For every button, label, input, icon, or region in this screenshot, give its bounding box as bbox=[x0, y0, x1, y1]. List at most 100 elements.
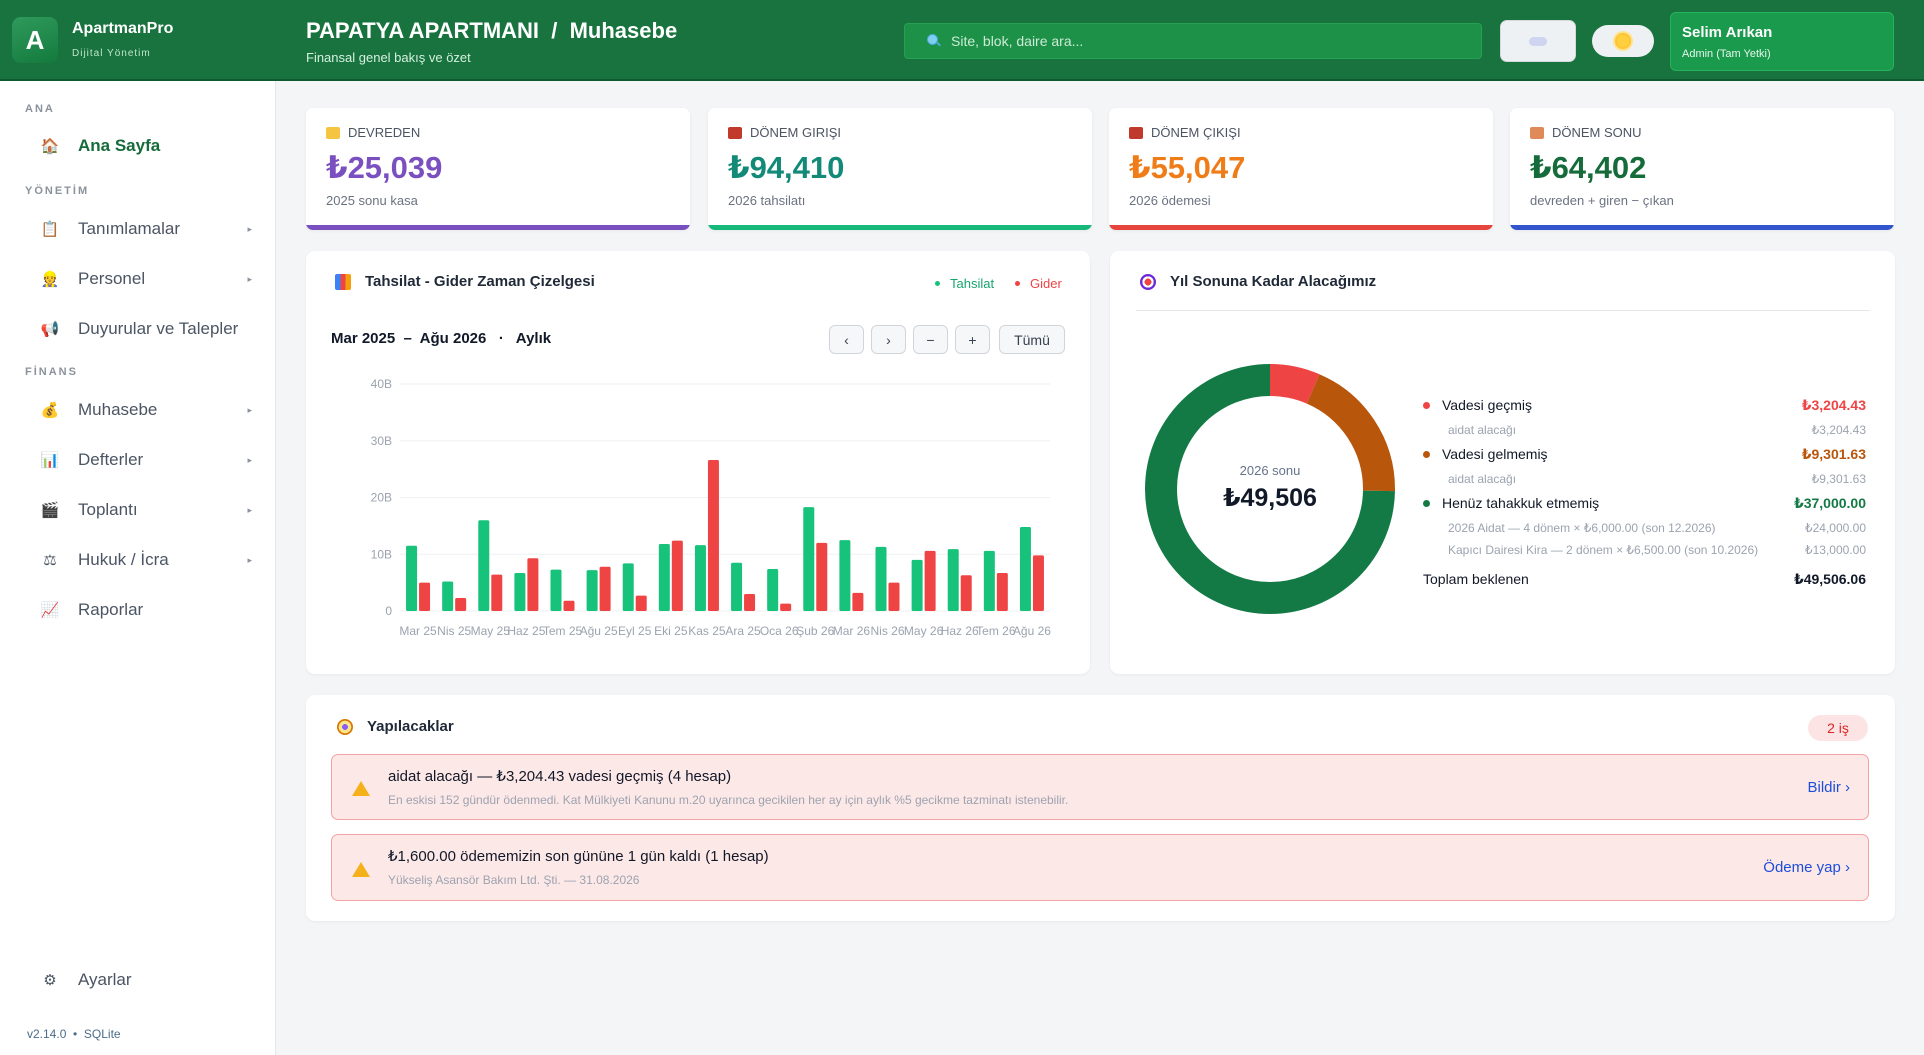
sidebar-item-label: Hukuk / İcra bbox=[78, 550, 169, 569]
bar-income bbox=[983, 550, 995, 611]
bar-expense bbox=[1032, 555, 1044, 611]
chevron-right-icon: ▸ bbox=[247, 504, 252, 515]
show-all-button[interactable]: Tümü bbox=[999, 325, 1065, 354]
x-tick-label: Tem 25 bbox=[543, 624, 583, 638]
zoom-out-button[interactable]: − bbox=[913, 325, 948, 354]
breakdown-amount: ₺13,000.00 bbox=[1804, 543, 1866, 557]
sidebar-item-muhasebe[interactable]: 💰 Muhasebe ▸ bbox=[40, 392, 260, 428]
status-dot bbox=[1423, 450, 1430, 458]
stat-label: DEVREDEN bbox=[348, 125, 421, 140]
bar-income bbox=[839, 540, 851, 611]
zoom-in-button[interactable]: + bbox=[955, 325, 990, 354]
breakdown-amount: ₺24,000.00 bbox=[1804, 521, 1866, 535]
bar-income bbox=[947, 549, 959, 611]
todo-item-title: ₺1,600.00 ödememizin son gününe 1 gün ka… bbox=[388, 848, 769, 865]
sidebar-item-label: Ayarlar bbox=[78, 970, 132, 989]
sidebar-section-title: ANA bbox=[25, 103, 55, 115]
sidebar-item-hukuk[interactable]: ⚖ Hukuk / İcra ▸ bbox=[40, 542, 260, 578]
receivables-title: Yıl Sonuna Kadar Alacağımız bbox=[1140, 273, 1376, 290]
clipboard-icon: 📋 bbox=[40, 221, 60, 238]
stat-card-devreden: DEVREDEN ₺25,039 2025 sonu kasa bbox=[306, 108, 690, 230]
x-tick-label: Nis 26 bbox=[870, 624, 904, 638]
bar-income bbox=[731, 562, 743, 611]
stat-value: ₺94,410 bbox=[728, 150, 845, 185]
user-menu[interactable]: Selim Arıkan Admin (Tam Yetki) bbox=[1670, 12, 1894, 71]
sidebar-item-ayarlar[interactable]: ⚙ Ayarlar bbox=[40, 962, 260, 998]
bar-expense bbox=[780, 603, 792, 611]
brand[interactable]: A ApartmanPro Dijital Yönetim bbox=[12, 17, 277, 65]
sidebar-item-defterler[interactable]: 📊 Defterler ▸ bbox=[40, 442, 260, 478]
outbox-icon bbox=[1129, 126, 1143, 139]
todo-item-desc: En eskisi 152 gündür ödenmedi. Kat Mülki… bbox=[388, 793, 1069, 807]
chevron-right-icon: ▸ bbox=[247, 454, 252, 465]
warning-icon bbox=[352, 781, 370, 796]
todo-item[interactable]: ₺1,600.00 ödememizin son gününe 1 gün ka… bbox=[331, 834, 1869, 901]
y-tick-label: 0 bbox=[385, 604, 392, 618]
legend-expense: Gider bbox=[1015, 276, 1062, 291]
cloud-button[interactable] bbox=[1500, 20, 1576, 62]
receivables-donut bbox=[1145, 364, 1395, 614]
pay-link[interactable]: Ödeme yap › bbox=[1763, 859, 1850, 876]
bar-expense bbox=[455, 597, 467, 611]
sidebar-section-title: YÖNETİM bbox=[25, 185, 90, 197]
stat-accent-bar bbox=[1510, 225, 1894, 230]
stat-accent-bar bbox=[306, 225, 690, 230]
cloud-icon bbox=[1529, 36, 1547, 46]
sidebar-item-raporlar[interactable]: 📈 Raporlar bbox=[40, 592, 260, 628]
next-button[interactable]: › bbox=[871, 325, 906, 354]
x-tick-label: Şub 26 bbox=[796, 624, 834, 638]
x-tick-label: Tem 26 bbox=[976, 624, 1016, 638]
x-tick-label: Kas 25 bbox=[688, 624, 726, 638]
bar-expense bbox=[491, 574, 503, 611]
chevron-right-icon: ▸ bbox=[247, 223, 252, 234]
search-input[interactable] bbox=[951, 33, 1451, 49]
legend-label: Gider bbox=[1030, 276, 1062, 291]
sidebar-item-label: Defterler bbox=[78, 450, 144, 469]
prev-button[interactable]: ‹ bbox=[829, 325, 864, 354]
megaphone-icon: 📢 bbox=[40, 321, 60, 338]
breakdown-amount: ₺37,000.00 bbox=[1793, 495, 1866, 511]
sidebar-item-label: Ana Sayfa bbox=[78, 136, 161, 155]
sidebar-item-ana-sayfa[interactable]: 🏠 Ana Sayfa bbox=[40, 128, 260, 164]
x-tick-label: May 26 bbox=[904, 624, 944, 638]
donut-center-label: 2026 sonu bbox=[1239, 463, 1301, 478]
status-dot bbox=[1423, 401, 1430, 409]
sidebar-item-duyurular[interactable]: 📢 Duyurular ve Talepler bbox=[40, 311, 260, 347]
bar-expense bbox=[888, 582, 900, 611]
bar-expense bbox=[635, 595, 647, 611]
sidebar-item-toplanti[interactable]: 🎬 Toplantı ▸ bbox=[40, 492, 260, 528]
stat-note: 2025 sonu kasa bbox=[326, 193, 418, 208]
app-logo: A bbox=[12, 17, 58, 63]
todo-item-desc: Yükseliş Asansör Bakım Ltd. Şti. — 31.08… bbox=[388, 873, 640, 887]
stat-value: ₺55,047 bbox=[1129, 150, 1246, 185]
breakdown-label: Henüz tahakkuk etmemiş bbox=[1442, 495, 1600, 511]
search-box[interactable] bbox=[904, 23, 1482, 59]
sidebar-item-tanimlamalar[interactable]: 📋 Tanımlamalar ▸ bbox=[40, 211, 260, 247]
total-value: ₺49,506.06 bbox=[1793, 571, 1866, 587]
bar-expense bbox=[707, 460, 719, 611]
x-tick-label: Eyl 25 bbox=[618, 624, 652, 638]
bar-income bbox=[911, 559, 923, 611]
todo-title-text: Yapılacaklar bbox=[367, 718, 454, 735]
y-tick-label: 10B bbox=[371, 547, 392, 561]
notify-link[interactable]: Bildir › bbox=[1807, 779, 1850, 796]
bar-income bbox=[803, 507, 815, 611]
legend-label: Tahsilat bbox=[950, 276, 995, 291]
theme-toggle[interactable] bbox=[1592, 25, 1654, 57]
bar-expense bbox=[671, 540, 683, 611]
gear-icon: ⚙ bbox=[43, 972, 57, 989]
brand-name: ApartmanPro bbox=[72, 20, 174, 37]
chevron-right-icon: ▸ bbox=[247, 404, 252, 415]
version-label: v2.14.0 • SQLite bbox=[27, 1027, 121, 1041]
breakdown-label: aidat alacağı bbox=[1448, 472, 1517, 486]
sidebar-item-personel[interactable]: 👷 Personel ▸ bbox=[40, 261, 260, 297]
date-range: Mar 2025 – Ağu 2026 · Aylık bbox=[331, 330, 552, 347]
chevron-right-icon: ▸ bbox=[247, 273, 252, 284]
donut-segment bbox=[1145, 364, 1395, 614]
sidebar-item-label: Duyurular ve Talepler bbox=[78, 319, 239, 338]
bar-income bbox=[586, 570, 598, 611]
page-title: PAPATYA APARTMANI / Muhasebe bbox=[306, 18, 678, 43]
todo-item[interactable]: aidat alacağı — ₺3,204.43 vadesi geçmiş … bbox=[331, 754, 1869, 820]
target-icon bbox=[1140, 273, 1156, 290]
bar-income bbox=[622, 563, 634, 611]
